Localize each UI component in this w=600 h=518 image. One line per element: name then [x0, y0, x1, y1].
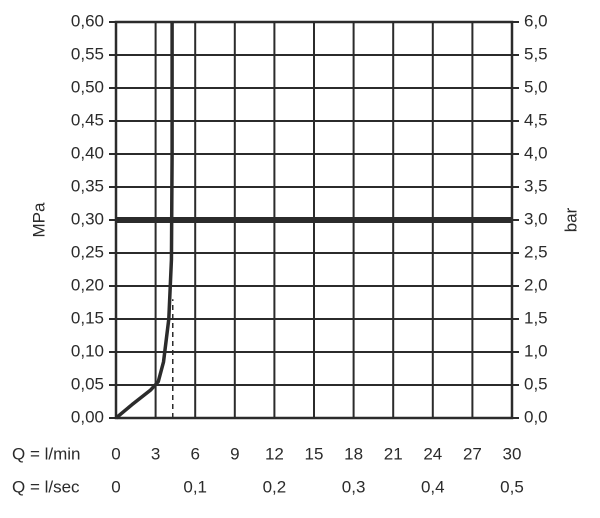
- x-tick-label: 24: [423, 444, 442, 463]
- x-tick-label: 27: [463, 444, 482, 463]
- x2-tick-label: 0,3: [342, 477, 366, 496]
- x2-tick-label: 0,2: [263, 477, 287, 496]
- y2-tick-label: 2,5: [524, 242, 548, 261]
- y2-tick-label: 3,0: [524, 209, 548, 228]
- y-tick-label: 0,60: [71, 11, 104, 30]
- y2-tick-label: 5,5: [524, 44, 548, 63]
- y2-tick-label: 5,0: [524, 77, 548, 96]
- y-tick-label: 0,25: [71, 242, 104, 261]
- x-axis-label: Q = l/min: [12, 444, 81, 463]
- x2-axis-label: Q = l/sec: [12, 477, 80, 496]
- y-tick-label: 0,10: [71, 341, 104, 360]
- y-tick-label: 0,30: [71, 209, 104, 228]
- y-tick-label: 0,05: [71, 374, 104, 393]
- y2-tick-label: 2,0: [524, 275, 548, 294]
- y-tick-label: 0,50: [71, 77, 104, 96]
- y2-tick-label: 4,0: [524, 143, 548, 162]
- y-tick-label: 0,40: [71, 143, 104, 162]
- y-axis-label: MPa: [29, 202, 48, 238]
- x2-tick-label: 0,5: [500, 477, 524, 496]
- y-tick-label: 0,45: [71, 110, 104, 129]
- x-tick-label: 3: [151, 444, 160, 463]
- y2-tick-label: 1,5: [524, 308, 548, 327]
- y2-tick-label: 0,5: [524, 374, 548, 393]
- x-tick-label: 9: [230, 444, 239, 463]
- x-tick-label: 6: [190, 444, 199, 463]
- y2-tick-label: 1,0: [524, 341, 548, 360]
- y-tick-label: 0,20: [71, 275, 104, 294]
- y2-tick-label: 6,0: [524, 11, 548, 30]
- x2-tick-label: 0,1: [183, 477, 207, 496]
- y-tick-label: 0,00: [71, 407, 104, 426]
- x2-tick-label: 0,4: [421, 477, 445, 496]
- y-tick-label: 0,35: [71, 176, 104, 195]
- curve: [114, 22, 174, 420]
- y2-tick-label: 4,5: [524, 110, 548, 129]
- x2-tick-label: 0: [111, 477, 120, 496]
- y-tick-label: 0,15: [71, 308, 104, 327]
- x-tick-label: 21: [384, 444, 403, 463]
- x-tick-label: 12: [265, 444, 284, 463]
- x-tick-label: 18: [344, 444, 363, 463]
- y2-tick-label: 0,0: [524, 407, 548, 426]
- y2-axis-label: bar: [561, 207, 580, 232]
- y2-tick-label: 3,5: [524, 176, 548, 195]
- x-tick-label: 30: [503, 444, 522, 463]
- x-tick-label: 15: [305, 444, 324, 463]
- y-tick-label: 0,55: [71, 44, 104, 63]
- x-tick-label: 0: [111, 444, 120, 463]
